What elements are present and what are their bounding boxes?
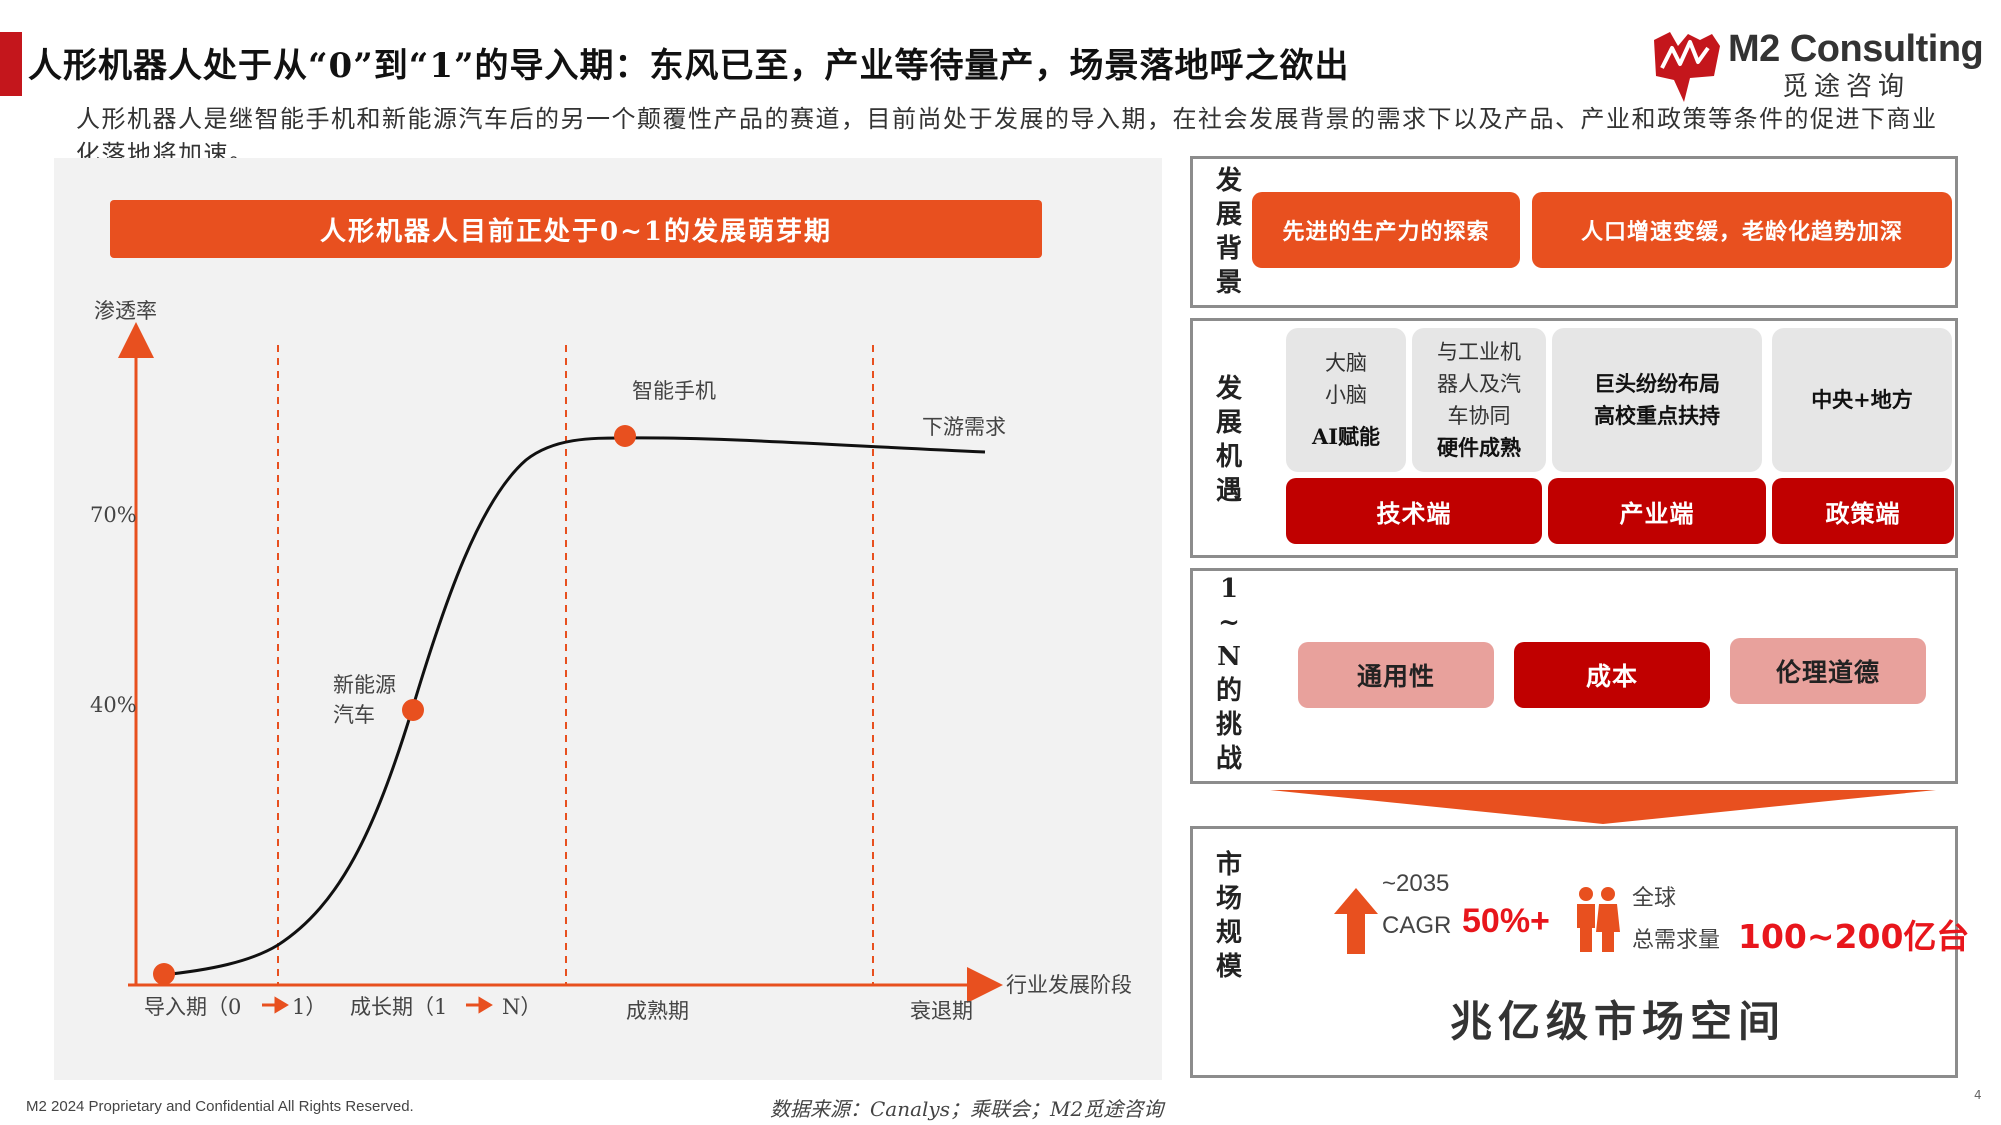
y-tick-label: 70%: [90, 503, 137, 527]
opportunity-card-industry: 巨头纷纷布局 高校重点扶持: [1552, 328, 1762, 472]
background-item: 先进的生产力的探索: [1252, 192, 1520, 268]
funnel-arrow-icon: [1270, 790, 1936, 824]
people-icon: [1577, 887, 1620, 952]
challenge-ethics: 伦理道德: [1730, 638, 1926, 704]
opportunity-card-policy: 中央+地方: [1772, 328, 1952, 472]
y-axis-title: 渗透率: [94, 299, 157, 323]
logo-text-cn: 觅途咨询: [1782, 72, 1911, 102]
logo-text-en: M2 Consulting: [1728, 28, 1984, 70]
lifecycle-curve-diagram: 渗透率 行业发展阶段 70% 40% 新能源 汽车 智能手机 下游需求 导入期（…: [90, 299, 1132, 1023]
current-position-point: [153, 963, 175, 985]
industry-end-label: 产业端: [1548, 478, 1766, 544]
point-label: 智能手机: [632, 379, 716, 403]
opportunity-card-ai: 大脑 小脑 AI赋能: [1286, 328, 1406, 472]
chart-banner: 人形机器人目前正处于0~1的发展萌芽期: [110, 200, 1042, 258]
challenge-generality: 通用性: [1298, 642, 1494, 708]
page-title: 人形机器人处于从“0”到“1”的导入期：东风已至，产业等待量产，场景落地呼之欲出: [28, 46, 1350, 86]
tech-end-label: 技术端: [1286, 478, 1542, 544]
market-summary: 兆亿级市场空间: [1450, 997, 1787, 1046]
market-scope: 全球: [1632, 886, 1677, 911]
market-section: [1190, 826, 1958, 1078]
cagr-value: 50%+: [1462, 902, 1550, 940]
stage-label: 导入期（0: [144, 995, 241, 1019]
background-item: 人口增速变缓，老龄化趋势加深: [1532, 192, 1952, 268]
stage-label: N）: [502, 995, 541, 1019]
market-section-label: 市场 规模: [1215, 850, 1242, 982]
arrow-right-icon: [262, 996, 289, 1014]
point-label: 新能源: [333, 673, 396, 697]
m2-logo-icon: [1654, 32, 1720, 102]
smartphone-point: [614, 425, 636, 447]
copyright-text: M2 2024 Proprietary and Confidential All…: [26, 1098, 414, 1115]
adoption-curve: [161, 436, 986, 977]
x-axis-title: 行业发展阶段: [1006, 973, 1132, 997]
stage-label: 衰退期: [910, 999, 973, 1023]
lifecycle-chart-panel: [54, 158, 1162, 1080]
demand-value: 100~200亿台: [1738, 917, 1970, 956]
point-label: 下游需求: [922, 415, 1006, 439]
challenge-cost: 成本: [1514, 642, 1710, 708]
page-number: 4: [1974, 1088, 1982, 1102]
opportunity-section-label: 发展 机遇: [1215, 374, 1242, 506]
data-source: 数据来源：Canalys；乘联会；M2觅途咨询: [770, 1097, 1164, 1121]
stage-label: 成长期（1: [350, 995, 447, 1019]
title-accent-bar: [0, 32, 22, 96]
cagr-label: CAGR: [1382, 912, 1452, 939]
background-section-label: 发展 背景: [1215, 166, 1242, 298]
demand-label: 总需求量: [1632, 928, 1721, 953]
market-year: ~2035: [1382, 870, 1450, 897]
growth-up-arrow-icon: [1334, 888, 1378, 954]
arrow-right-icon: [466, 996, 493, 1014]
ev-point: [402, 699, 424, 721]
policy-end-label: 政策端: [1772, 478, 1954, 544]
stage-label: 成熟期: [626, 999, 689, 1023]
stage-label: 1）: [292, 995, 326, 1019]
y-tick-label: 40%: [90, 693, 137, 717]
point-label: 汽车: [333, 703, 375, 727]
opportunity-card-hardware: 与工业机 器人及汽 车协同 硬件成熟: [1412, 328, 1546, 472]
